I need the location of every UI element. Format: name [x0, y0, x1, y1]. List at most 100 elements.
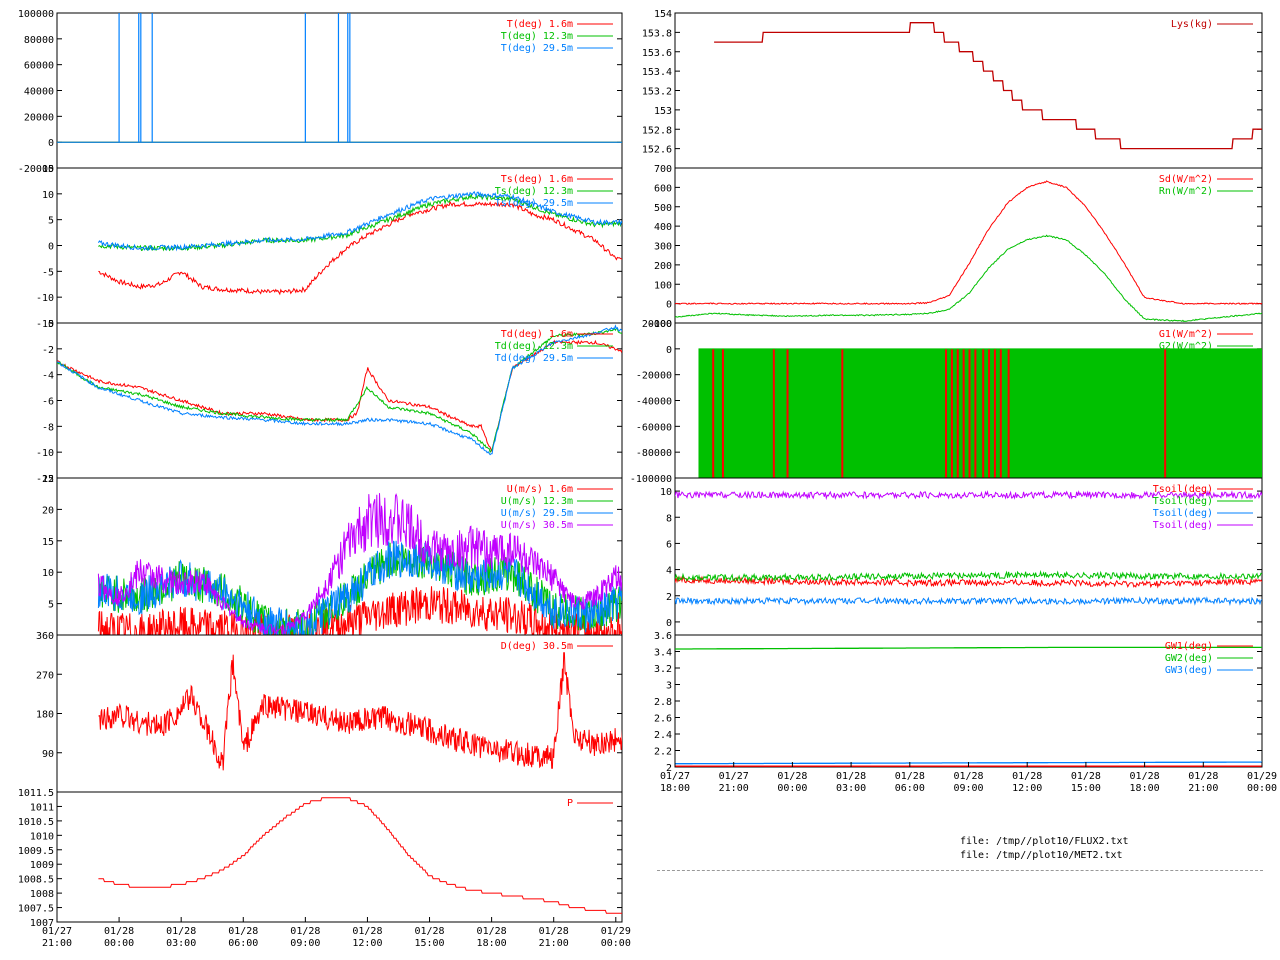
- legend-label: Tsoil(deg): [1153, 520, 1213, 531]
- panel-sd: -100 0 100 200 300 400 500 600 700 Sd(W/m^2)Rn(W/…: [648, 164, 1263, 330]
- x-tick-time: 21:00: [42, 938, 72, 949]
- x-tick-date: 01/27: [42, 926, 72, 937]
- x-tick-date: 01/29: [1247, 771, 1277, 782]
- x-tick-time: 03:00: [166, 938, 196, 949]
- y-tick-label: 1008.5: [18, 875, 54, 886]
- legend-label: U(m/s) 12.3m: [501, 496, 573, 507]
- y-tick-label: 4: [666, 566, 672, 577]
- legend-label: Lys(kg): [1171, 19, 1213, 30]
- panel-d: 90 180 270 360 D(deg) 30.5m: [36, 631, 623, 793]
- y-tick-label: 40000: [24, 87, 54, 98]
- y-tick-label: 2.8: [654, 697, 672, 708]
- y-tick-label: 10: [660, 487, 672, 498]
- y-tick-label: -5: [42, 267, 54, 278]
- y-tick-label: 2.4: [654, 730, 672, 741]
- x-tick-date: 01/28: [895, 771, 925, 782]
- x-tick-time: 21:00: [719, 783, 749, 794]
- y-tick-label: 3.6: [654, 631, 672, 642]
- g1-bar: [968, 348, 971, 478]
- g1-bar: [945, 348, 948, 478]
- legend-label: U(m/s) 29.5m: [501, 508, 573, 519]
- y-tick-label: 0: [48, 138, 54, 149]
- x-tick-date: 01/28: [1071, 771, 1101, 782]
- y-tick-label: 0: [48, 242, 54, 253]
- y-tick-label: 1010: [30, 831, 54, 842]
- legend-label: GW1(deg): [1165, 641, 1213, 652]
- left-x-axis: 01/2721:0001/2800:0001/2803:0001/2806:00…: [42, 917, 631, 949]
- y-tick-label: -10: [36, 293, 54, 304]
- y-tick-label: -2: [42, 345, 54, 356]
- y-tick-label: 1011: [30, 802, 54, 813]
- g1-bar: [982, 348, 985, 478]
- legend-label: Tsoil(deg): [1153, 496, 1213, 507]
- x-tick-time: 09:00: [290, 938, 320, 949]
- y-tick-label: -20000: [18, 164, 54, 175]
- y-tick-label: 5: [48, 600, 54, 611]
- met-file-label: file: /tmp//plot10/MET2.txt: [960, 850, 1123, 861]
- plot-area: [675, 180, 1262, 323]
- legend-label: P: [567, 798, 573, 809]
- series-line: [675, 489, 1262, 501]
- y-tick-label: 10: [42, 190, 54, 201]
- series-line: [675, 596, 1262, 607]
- plot-area: [97, 190, 622, 296]
- plot-area: [675, 489, 1262, 607]
- series-line: [57, 324, 622, 456]
- x-tick-date: 01/28: [290, 926, 320, 937]
- g1-bar: [988, 348, 991, 478]
- series-line: [98, 200, 622, 296]
- y-tick-label: 80000: [24, 35, 54, 46]
- series-line: [57, 327, 622, 454]
- y-tick-label: -40000: [636, 397, 672, 408]
- x-tick-date: 01/28: [777, 771, 807, 782]
- legend-label: D(deg) 30.5m: [501, 641, 573, 652]
- plot-area: [98, 652, 622, 771]
- y-tick-label: 20: [42, 505, 54, 516]
- y-tick-label: 20000: [24, 112, 54, 123]
- y-tick-label: 0: [666, 300, 672, 311]
- x-tick-time: 09:00: [953, 783, 983, 794]
- x-tick-time: 03:00: [836, 783, 866, 794]
- legend-label: Ts(deg) 12.3m: [495, 186, 573, 197]
- y-tick-label: 154: [654, 9, 672, 20]
- legend-label: Tsoil(deg): [1153, 484, 1213, 495]
- x-tick-date: 01/28: [1012, 771, 1042, 782]
- g1-bar: [841, 348, 844, 478]
- x-tick-date: 01/28: [477, 926, 507, 937]
- y-tick-label: 1011.5: [18, 788, 54, 799]
- y-tick-label: 90: [42, 749, 54, 760]
- g1-bar: [956, 348, 959, 478]
- x-tick-time: 06:00: [228, 938, 258, 949]
- g1-bar: [1164, 348, 1167, 478]
- x-tick-date: 01/28: [166, 926, 196, 937]
- plot-frame: [56, 634, 623, 793]
- legend-label: Ts(deg) 29.5m: [495, 198, 573, 209]
- y-tick-label: -12: [36, 474, 54, 485]
- y-tick-label: 153.8: [642, 28, 672, 39]
- y-tick-label: 153.6: [642, 48, 672, 59]
- plot-area: [57, 324, 622, 456]
- series-line: [97, 493, 622, 635]
- y-tick-label: -6: [42, 397, 54, 408]
- y-tick-label: 100000: [18, 9, 54, 20]
- y-tick-label: 270: [36, 670, 54, 681]
- y-tick-label: 0: [48, 319, 54, 330]
- x-tick-time: 12:00: [352, 938, 382, 949]
- x-tick-time: 00:00: [601, 938, 631, 949]
- legend-label: Ts(deg) 1.6m: [501, 174, 573, 185]
- plot-area: [97, 493, 622, 635]
- panel-gw: 2 2.2 2.4 2.6 2.8 3 3.2 3.4 3.6 GW1(deg)GW2(deg)G…: [654, 631, 1263, 774]
- legend-label: GW3(deg): [1165, 665, 1213, 676]
- x-tick-date: 01/28: [1188, 771, 1218, 782]
- y-tick-label: -10: [36, 448, 54, 459]
- series-line: [714, 22, 1262, 150]
- x-tick-date: 01/28: [228, 926, 258, 937]
- g2-bars: [698, 348, 1262, 478]
- y-tick-label: 300: [654, 242, 672, 253]
- x-tick-time: 00:00: [104, 938, 134, 949]
- g1-bar: [772, 348, 775, 478]
- g1-bar: [962, 348, 965, 478]
- y-tick-label: 3: [666, 681, 672, 692]
